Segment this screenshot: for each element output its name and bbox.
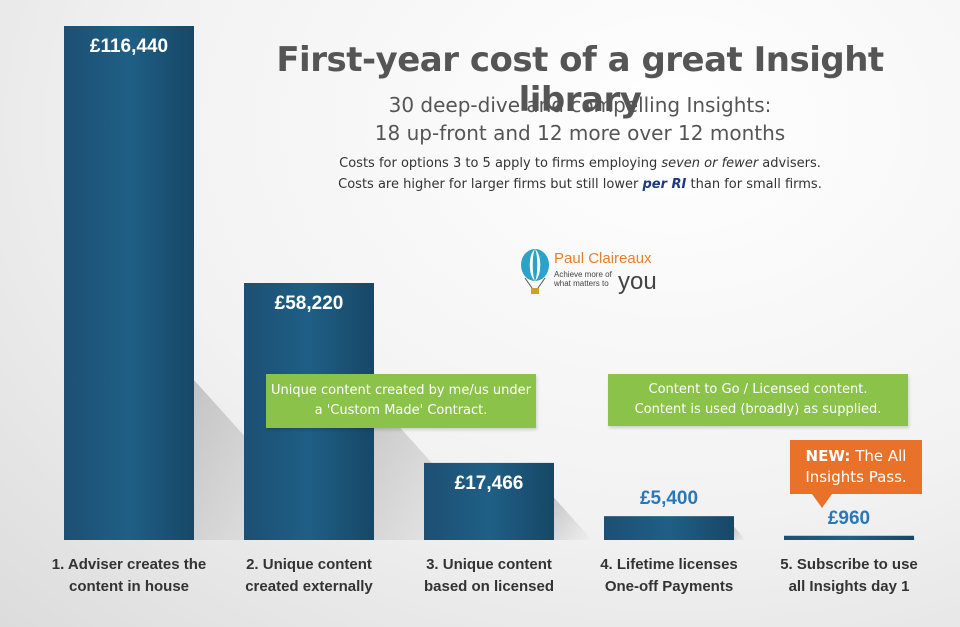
note-2-pre: Costs are higher for larger firms but st…	[338, 177, 643, 192]
logo-name: Paul Claireaux	[554, 250, 652, 267]
logo-tagline-1: Achieve more of	[554, 270, 612, 279]
subtitle-line-2: 18 up-front and 12 more over 12 months	[374, 121, 786, 145]
category-label-3-line-1: 3. Unique content	[426, 556, 552, 573]
note-1-em: seven or fewer	[661, 156, 759, 171]
callout-line-1: NEW: The All	[790, 446, 922, 467]
category-label-2-line-1: 2. Unique content	[246, 556, 372, 573]
category-label-5-line-2: all Insights day 1	[789, 578, 910, 595]
note-1-post: advisers.	[758, 156, 821, 171]
bar-5	[784, 535, 914, 540]
value-label-3: £17,466	[455, 473, 524, 494]
callout-text-1: The All	[850, 447, 907, 465]
subtitle-line-1: 30 deep-dive and compelling Insights:	[388, 93, 772, 117]
licensed-box-line-1: Content to Go / Licensed content.	[648, 382, 868, 397]
note-line-2: Costs are higher for larger firms but st…	[300, 177, 860, 192]
licensed-content-box: Content to Go / Licensed content. Conten…	[608, 374, 908, 426]
note-2-post: than for small firms.	[686, 177, 822, 192]
chart-title: First-year cost of a great Insight libra…	[276, 40, 884, 120]
category-label-1-line-1: 1. Adviser creates the	[52, 556, 207, 573]
bar-1	[64, 26, 194, 540]
bar-shadow	[914, 537, 917, 540]
value-label-5: £960	[828, 508, 870, 529]
category-label-4-line-1: 4. Lifetime licenses	[600, 556, 738, 573]
callout-pointer	[812, 494, 832, 508]
logo-you: you	[618, 268, 657, 295]
bar-4	[604, 516, 734, 540]
licensed-box-line-2: Content is used (broadly) as supplied.	[634, 402, 882, 417]
custom-box-line-2: a 'Custom Made' Contract.	[314, 403, 488, 418]
note-line-1: Costs for options 3 to 5 apply to firms …	[300, 156, 860, 171]
bar-3	[424, 462, 554, 540]
value-label-4: £5,400	[640, 488, 698, 509]
value-label-2: £58,220	[275, 293, 344, 314]
bar-shadow	[734, 526, 746, 540]
custom-content-box: Unique content created by me/us under a …	[266, 374, 536, 428]
category-label-1-line-2: content in house	[69, 578, 189, 595]
callout-line-2: Insights Pass.	[805, 468, 907, 486]
category-label-5-line-1: 5. Subscribe to use	[780, 556, 918, 573]
note-1-pre: Costs for options 3 to 5 apply to firms …	[339, 156, 662, 171]
custom-box-line-1: Unique content created by me/us under	[271, 383, 531, 398]
bar-shadow	[554, 497, 593, 540]
category-label-4-line-2: One-off Payments	[605, 578, 733, 595]
callout-bold: NEW:	[805, 447, 851, 465]
hot-air-balloon-icon	[521, 249, 549, 294]
logo-tagline-2: what matters to	[554, 279, 609, 288]
logo-tagline: Achieve more of what matters to	[554, 270, 612, 288]
value-label-1: £116,440	[90, 36, 168, 57]
category-label-2-line-2: created externally	[245, 578, 373, 595]
note-2-em: per RI	[642, 177, 687, 192]
new-pass-callout: NEW: The All Insights Pass.	[790, 440, 922, 494]
company-logo: Paul Claireaux Achieve more of what matt…	[518, 248, 668, 298]
category-label-3-line-2: based on licensed	[424, 578, 554, 595]
